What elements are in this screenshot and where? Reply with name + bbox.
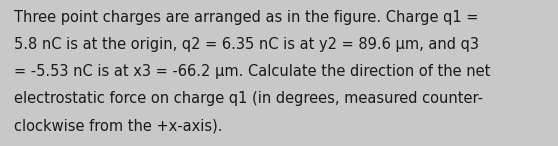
Text: = -5.53 nC is at x3 = -66.2 μm. Calculate the direction of the net: = -5.53 nC is at x3 = -66.2 μm. Calculat… [14, 64, 490, 79]
Text: Three point charges are arranged as in the figure. Charge q1 =: Three point charges are arranged as in t… [14, 10, 478, 25]
Text: 5.8 nC is at the origin, q2 = 6.35 nC is at y2 = 89.6 μm, and q3: 5.8 nC is at the origin, q2 = 6.35 nC is… [14, 37, 479, 52]
Text: electrostatic force on charge q1 (in degrees, measured counter-: electrostatic force on charge q1 (in deg… [14, 91, 483, 106]
Text: clockwise from the +x-axis).: clockwise from the +x-axis). [14, 118, 223, 133]
